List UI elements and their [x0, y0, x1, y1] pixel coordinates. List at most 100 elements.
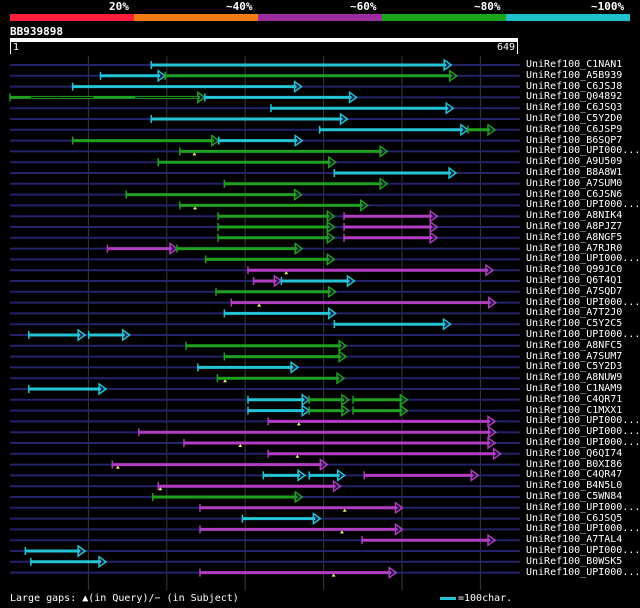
legend-label-2: ~40%	[226, 0, 253, 13]
hsp-segment	[28, 328, 87, 342]
hsp-segment	[179, 198, 369, 212]
hit-name-link[interactable]: UniRef100_A5B939	[526, 69, 623, 81]
query-name: BB939898	[10, 25, 63, 38]
query-gap-marker	[331, 573, 336, 577]
hit-name-link[interactable]: UniRef100_A8NIK4	[526, 210, 623, 222]
query-gap-marker	[284, 271, 289, 275]
hsp-segment	[151, 490, 304, 504]
hsp-segment	[467, 123, 497, 137]
hsp-segment	[343, 220, 439, 234]
hit-name-link[interactable]: UniRef100_C6JSN6	[526, 188, 623, 200]
hit-name-link[interactable]: UniRef100_Q99JC0	[526, 264, 623, 276]
hsp-segment	[267, 447, 502, 461]
hit-name-link[interactable]: UniRef100_UPI000...	[526, 415, 640, 427]
hit-name-link[interactable]: UniRef100_A7T2J0	[526, 307, 623, 319]
hit-name-link[interactable]: UniRef100_A7RJR0	[526, 242, 623, 254]
hit-name-link[interactable]: UniRef100_C4QR47	[526, 469, 623, 481]
hit-name-link[interactable]: UniRef100_A8NFC5	[526, 339, 623, 351]
hsp-segment	[308, 404, 351, 418]
hit-name-link[interactable]: UniRef100_A7TAL4	[526, 534, 623, 546]
hsp-segment	[183, 436, 497, 450]
hit-name-link[interactable]: UniRef100_B6SQP7	[526, 134, 623, 146]
identity-legend: 20% ~40% ~60% ~80% ~100%	[0, 0, 640, 24]
hit-name-link[interactable]: UniRef100_C4QR71	[526, 393, 623, 405]
hit-name-link[interactable]: UniRef100_C5WN84	[526, 491, 623, 502]
hsp-segment	[308, 468, 347, 482]
hit-name-link[interactable]: UniRef100_A8PJZ7	[526, 221, 623, 232]
hit-name-link[interactable]: UniRef100_B4N5L0	[526, 480, 623, 492]
hsp-segment	[199, 522, 404, 536]
ruler-end-tick	[517, 42, 518, 54]
hit-name-link[interactable]: UniRef100_C5Y2D0	[526, 113, 623, 124]
hit-name-link[interactable]: UniRef100_A7SQD7	[526, 285, 623, 297]
hsp-segment	[99, 69, 167, 83]
hit-name-link[interactable]: UniRef100_C1MXX1	[526, 404, 623, 416]
query-gap-marker	[223, 379, 228, 383]
legend-label-5: ~100%	[591, 0, 625, 13]
hsp-segment	[361, 533, 497, 547]
legend-label-1: 20%	[109, 0, 129, 13]
scale-legend: =100char.	[440, 593, 512, 604]
hit-name-link[interactable]: UniRef100_Q6T4Q1	[526, 275, 623, 286]
legend-label-3: ~60%	[350, 0, 377, 13]
hsp-segment	[71, 134, 221, 148]
hit-name-link[interactable]: UniRef100_UPI000...	[526, 437, 640, 448]
query-gap-marker	[193, 206, 198, 210]
hit-name-link[interactable]: UniRef100_UPI000...	[526, 426, 640, 438]
hit-name-link[interactable]: UniRef100_Q6QI74	[526, 447, 623, 459]
hit-name-link[interactable]: UniRef100_C6JSJ8	[526, 80, 623, 92]
hsp-segment	[267, 414, 497, 428]
hsp-segment	[318, 123, 470, 137]
hsp-segment	[280, 274, 356, 288]
hit-name-link[interactable]: UniRef100_UPI000...	[526, 566, 640, 578]
hit-name-link[interactable]: UniRef100_C5Y2C5	[526, 318, 623, 330]
legend-band-5	[506, 14, 630, 21]
hit-name-link[interactable]: UniRef100_UPI000...	[526, 253, 640, 265]
hsp-segment	[199, 501, 404, 515]
hit-name-link[interactable]: UniRef100_C6JSQ5	[526, 512, 623, 524]
hit-name-link[interactable]: UniRef100_C6JSP9	[526, 123, 623, 135]
hsp-segment	[252, 274, 283, 288]
footer-legend: Large gaps: ▲(in Query)/− (in Subject)	[10, 593, 239, 604]
query-ruler	[10, 38, 518, 42]
hit-name-link[interactable]: UniRef100_Q04892	[526, 91, 623, 103]
query-gap-marker	[238, 444, 243, 447]
hsp-segment	[185, 339, 348, 353]
hsp-segment	[247, 393, 311, 407]
hsp-segment	[215, 285, 337, 299]
hit-name-link[interactable]: UniRef100_A9U509	[526, 156, 623, 168]
hsp-segment	[197, 360, 300, 374]
hit-name-link[interactable]: UniRef100_UPI000...	[526, 296, 640, 308]
hsp-segment	[343, 209, 439, 223]
hit-name-link[interactable]: UniRef100_C1NAM9	[526, 383, 623, 394]
hsp-segment	[24, 544, 87, 558]
hit-name-link[interactable]: UniRef100_C5Y2D3	[526, 361, 623, 373]
hsp-segment	[223, 177, 389, 191]
hit-name-link[interactable]: UniRef100_B8A8W1	[526, 167, 623, 178]
ruler-start-tick	[10, 42, 11, 54]
hit-name-link[interactable]: UniRef100_UPI000...	[526, 545, 640, 556]
hsp-segment	[204, 252, 336, 266]
hsp-segment	[157, 155, 337, 169]
hit-name-link[interactable]: UniRef100_UPI000...	[526, 199, 640, 211]
hsp-segment	[352, 393, 409, 407]
hit-name-link[interactable]: UniRef100_A7SUM7	[526, 350, 623, 362]
hit-name-link[interactable]: UniRef100_B0XI86	[526, 458, 623, 470]
hsp-segment	[247, 404, 311, 418]
hsp-segment	[352, 404, 409, 418]
hit-name-link[interactable]: UniRef100_C6JSQ3	[526, 102, 623, 114]
hit-name-link[interactable]: UniRef100_B0WSK5	[526, 555, 623, 567]
hsp-segment	[150, 112, 349, 126]
hsp-segment	[216, 371, 346, 385]
hit-name-link[interactable]: UniRef100_UPI000...	[526, 501, 640, 513]
hit-name-link[interactable]: UniRef100_UPI000...	[526, 523, 640, 535]
hit-name-link[interactable]: UniRef100_UPI000...	[526, 329, 640, 340]
hit-name-link[interactable]: UniRef100_A7SUM0	[526, 177, 623, 189]
hit-name-link[interactable]: UniRef100_C1NAN1	[526, 59, 623, 70]
hit-name-link[interactable]: UniRef100_UPI000...	[526, 145, 640, 157]
hsp-segment	[176, 242, 304, 256]
hsp-segment	[241, 512, 322, 526]
hit-name-link[interactable]: UniRef100_A8NGF5	[526, 231, 623, 243]
hit-name-link[interactable]: UniRef100_A8NUW9	[526, 372, 623, 384]
hsp-segment	[333, 166, 458, 180]
